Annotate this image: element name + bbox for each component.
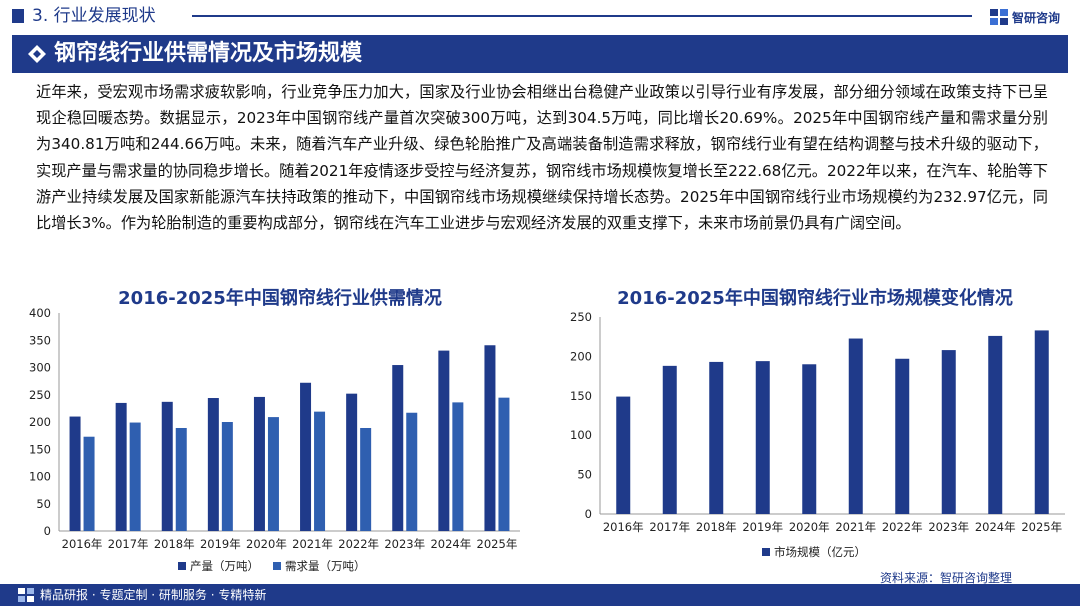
- bar-primary: [69, 416, 81, 531]
- market-size-chart: 0 50 100 150 200 250 2016年 2017年 2018年 2019年 2020年…: [570, 310, 1065, 559]
- x-tick-label: 2017年: [108, 537, 149, 551]
- y-tick-label: 400: [29, 306, 51, 320]
- chart1-title: 2016-2025年中国钢帘线行业供需情况: [118, 288, 442, 309]
- bar-primary: [346, 393, 358, 531]
- y-tick-label: 150: [570, 389, 592, 403]
- x-tick-label: 2018年: [154, 537, 195, 551]
- bar-primary: [438, 350, 450, 531]
- x-tick-label: 2022年: [338, 537, 379, 551]
- x-tick-label: 2021年: [292, 537, 333, 551]
- x-tick-label: 2025年: [477, 537, 518, 551]
- y-tick-label: 0: [44, 524, 51, 538]
- bar-primary: [115, 402, 127, 531]
- y-tick-label: 200: [29, 415, 51, 429]
- legend-label: 需求量（万吨）: [285, 559, 366, 573]
- x-tick-label: 2025年: [1021, 520, 1062, 534]
- bar-secondary: [360, 427, 372, 531]
- bar-secondary: [267, 417, 279, 531]
- bar-secondary: [175, 427, 187, 531]
- legend-swatch: [273, 562, 281, 570]
- x-tick-label: 2022年: [882, 520, 923, 534]
- section-marker: [12, 9, 24, 23]
- bar-secondary: [129, 422, 141, 531]
- y-tick-label: 100: [29, 470, 51, 484]
- x-tick-label: 2019年: [742, 520, 783, 534]
- bar-primary: [755, 361, 770, 514]
- y-tick-label: 350: [29, 333, 51, 347]
- bar-secondary: [452, 402, 464, 531]
- x-tick-label: 2019年: [200, 537, 241, 551]
- bar-primary: [207, 398, 219, 531]
- x-tick-label: 2018年: [696, 520, 737, 534]
- bar-secondary: [221, 422, 233, 531]
- x-tick-label: 2020年: [789, 520, 830, 534]
- y-tick-label: 300: [29, 361, 51, 375]
- x-tick-label: 2020年: [246, 537, 287, 551]
- bar-primary: [616, 396, 631, 514]
- brand-name: 智研咨询: [1012, 10, 1061, 25]
- section-title: 3. 行业发展现状: [32, 6, 156, 26]
- y-tick-label: 250: [570, 310, 592, 324]
- footer-tagline: 精品研报 · 专题定制 · 研制服务 · 专精特新: [40, 588, 267, 602]
- bar-primary: [802, 364, 817, 514]
- bar-primary: [988, 335, 1003, 514]
- bar-primary: [709, 361, 724, 514]
- legend-swatch: [178, 562, 186, 570]
- bar-primary: [848, 338, 863, 514]
- footer-bar: [0, 584, 1080, 606]
- y-tick-label: 250: [29, 388, 51, 402]
- body-paragraph: 近年来，受宏观市场需求疲软影响，行业竞争压力加大，国家及行业协会相继出台稳健产业…: [36, 83, 1048, 233]
- x-tick-label: 2023年: [384, 537, 425, 551]
- y-tick-label: 200: [570, 349, 592, 363]
- bar-primary: [253, 396, 265, 531]
- bar-secondary: [406, 412, 418, 531]
- x-tick-label: 2016年: [62, 537, 103, 551]
- brand-icon: [990, 9, 1008, 25]
- bar-primary: [161, 401, 173, 531]
- bar-primary: [895, 358, 910, 514]
- y-tick-label: 0: [585, 507, 592, 521]
- bar-primary: [300, 382, 312, 531]
- footer-logo-icon: [18, 588, 34, 602]
- bar-secondary: [498, 397, 510, 531]
- legend-label: 市场规模（亿元）: [774, 545, 866, 559]
- bar-secondary: [314, 411, 326, 531]
- banner-title: 钢帘线行业供需情况及市场规模: [54, 41, 363, 66]
- x-tick-label: 2021年: [835, 520, 876, 534]
- title-banner: [12, 35, 1068, 73]
- x-tick-label: 2016年: [603, 520, 644, 534]
- bar-primary: [941, 350, 956, 514]
- x-tick-label: 2024年: [975, 520, 1016, 534]
- legend-swatch: [762, 548, 770, 556]
- bar-primary: [392, 365, 404, 531]
- bar-primary: [484, 345, 496, 531]
- source-note: 资料来源：智研咨询整理: [880, 571, 1013, 585]
- x-tick-label: 2024年: [430, 537, 471, 551]
- bar-secondary: [83, 436, 95, 531]
- supply-demand-chart: 0 50 100 150 200 250 300 350 400 2016年 2017年 2018年 2…: [29, 306, 520, 573]
- legend-label: 产量（万吨）: [190, 559, 259, 573]
- bar-primary: [1034, 330, 1049, 514]
- x-tick-label: 2023年: [928, 520, 969, 534]
- y-tick-label: 150: [29, 442, 51, 456]
- top-bar: 3. 行业发展现状 智研咨询: [0, 0, 1080, 34]
- chart2-title: 2016-2025年中国钢帘线行业市场规模变化情况: [617, 288, 1013, 309]
- y-tick-label: 100: [570, 428, 592, 442]
- y-tick-label: 50: [36, 497, 51, 511]
- header-divider: [192, 15, 972, 17]
- diamond-icon: [28, 45, 46, 63]
- y-tick-label: 50: [577, 468, 592, 482]
- brand-logo: 智研咨询: [990, 7, 1060, 27]
- x-tick-label: 2017年: [649, 520, 690, 534]
- bar-primary: [662, 365, 677, 514]
